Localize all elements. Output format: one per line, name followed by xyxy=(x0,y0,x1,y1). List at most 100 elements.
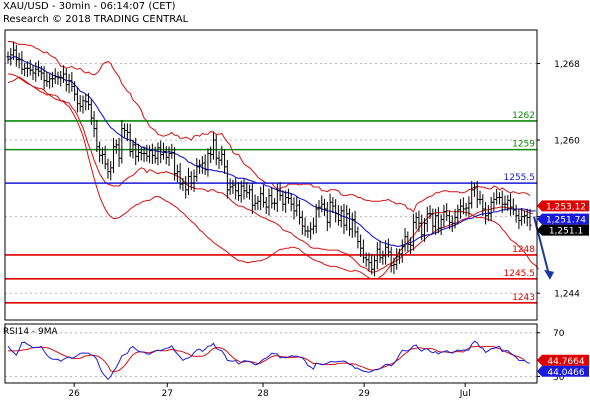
price-bar xyxy=(137,143,140,162)
price-bar xyxy=(389,246,393,273)
price-bar xyxy=(239,180,243,203)
level-label: 1255.5 xyxy=(504,173,536,183)
price-bar xyxy=(453,208,457,229)
price-bar xyxy=(348,208,352,237)
price-bar xyxy=(331,197,335,214)
price-bar xyxy=(450,215,454,233)
price-bar xyxy=(186,167,190,196)
price-bar xyxy=(439,214,443,236)
price-bar xyxy=(34,62,38,82)
price-bar xyxy=(103,145,107,170)
price-bar xyxy=(356,226,360,249)
rsi-panel-border xyxy=(4,323,538,384)
chart-frame xyxy=(4,29,538,384)
price-bar xyxy=(361,239,365,264)
price-bar xyxy=(500,190,504,213)
price-bar xyxy=(522,210,526,224)
price-bar xyxy=(392,257,396,275)
price-bar xyxy=(384,240,388,265)
price-bar xyxy=(475,180,479,209)
level-label: 1259 xyxy=(512,140,535,150)
price-bar xyxy=(75,87,79,113)
price-tag-box xyxy=(537,224,589,236)
price-tag-label: 1,251.74 xyxy=(546,216,586,226)
price-bar xyxy=(267,188,271,216)
price-bar xyxy=(231,179,235,194)
time-tick-label: 28 xyxy=(257,389,269,399)
price-bar xyxy=(334,199,338,223)
price-bar xyxy=(228,178,232,196)
price-bar xyxy=(211,131,215,160)
price-bar xyxy=(256,196,260,211)
price-bar xyxy=(509,193,513,216)
price-bar xyxy=(223,149,227,174)
price-bar xyxy=(217,151,221,169)
rsi-tag-label: 44.0466 xyxy=(547,368,584,378)
price-bar xyxy=(192,169,196,192)
price-bar xyxy=(398,248,401,264)
price-bar xyxy=(173,147,177,181)
price-bar xyxy=(381,250,385,265)
support-resistance-levels: 1262 1259 1255.5 1248 1245.5 1243 xyxy=(5,111,537,304)
price-bar xyxy=(528,208,532,231)
price-bar xyxy=(428,205,432,220)
time-tick-label: 27 xyxy=(162,389,173,399)
price-bar xyxy=(225,159,229,199)
price-bar xyxy=(184,176,188,199)
price-bar xyxy=(106,158,110,179)
price-bar xyxy=(406,231,410,252)
rsi-tag-box xyxy=(537,365,589,377)
price-bar xyxy=(39,65,43,81)
price-tags: 1,253.12 1,251.741,251.1 xyxy=(537,200,589,237)
price-bar xyxy=(264,197,268,215)
price-bar xyxy=(342,203,346,234)
price-bar xyxy=(495,188,499,205)
price-bar xyxy=(353,210,357,238)
price-bar xyxy=(236,182,240,201)
price-bar xyxy=(364,252,368,267)
price-bar xyxy=(53,68,57,85)
price-bar xyxy=(445,203,449,221)
price-bar xyxy=(64,68,68,92)
price-bar xyxy=(511,198,515,216)
price-bar xyxy=(289,193,293,212)
price-bar xyxy=(367,252,371,272)
price-bar xyxy=(422,218,426,242)
price-bar xyxy=(456,204,460,225)
price-bar xyxy=(425,206,429,233)
price-bar xyxy=(323,198,327,216)
price-bar xyxy=(400,239,404,263)
price-bar xyxy=(447,210,451,230)
price-bar xyxy=(350,212,354,238)
price-bar xyxy=(292,197,296,220)
price-bar xyxy=(434,208,438,235)
price-bar xyxy=(270,186,274,209)
price-bar xyxy=(481,194,485,216)
lower-band-line xyxy=(7,76,539,280)
rsi-tag: 44.7664 xyxy=(537,354,589,367)
price-tick-label: 1,244 xyxy=(554,290,580,300)
price-bar xyxy=(420,214,424,241)
price-bar xyxy=(134,137,138,166)
price-bar xyxy=(59,70,63,87)
price-bar xyxy=(23,63,27,77)
price-bar xyxy=(170,143,174,159)
price-bar xyxy=(62,65,66,84)
price-bar xyxy=(159,140,163,164)
price-gridlines xyxy=(5,62,537,294)
price-bar xyxy=(317,200,321,218)
price-bar xyxy=(395,248,399,270)
price-panel-border xyxy=(4,29,538,321)
price-bar xyxy=(486,205,490,221)
price-bar xyxy=(275,183,279,212)
price-bar xyxy=(306,225,310,238)
price-bar xyxy=(375,242,379,270)
price-bar xyxy=(178,162,182,190)
rsi-ma-line xyxy=(7,345,525,373)
price-bar xyxy=(42,66,46,90)
price-bar xyxy=(370,253,374,275)
price-bar xyxy=(28,59,32,76)
price-tag: 1,251.74 xyxy=(537,213,589,226)
